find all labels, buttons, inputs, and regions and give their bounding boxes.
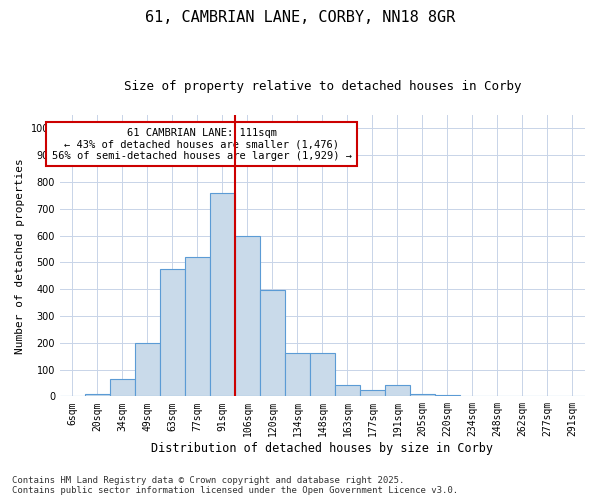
Text: Contains HM Land Registry data © Crown copyright and database right 2025.
Contai: Contains HM Land Registry data © Crown c…: [12, 476, 458, 495]
Bar: [235, 236, 260, 396]
Text: 61, CAMBRIAN LANE, CORBY, NN18 8GR: 61, CAMBRIAN LANE, CORBY, NN18 8GR: [145, 10, 455, 25]
Bar: [85, 394, 110, 396]
Bar: [260, 290, 285, 397]
Title: Size of property relative to detached houses in Corby: Size of property relative to detached ho…: [124, 80, 521, 93]
Bar: [110, 380, 135, 396]
Bar: [360, 390, 385, 396]
Bar: [160, 269, 185, 396]
Y-axis label: Number of detached properties: Number of detached properties: [15, 158, 25, 354]
Bar: [435, 395, 460, 396]
X-axis label: Distribution of detached houses by size in Corby: Distribution of detached houses by size …: [151, 442, 493, 455]
Bar: [385, 385, 410, 396]
Bar: [410, 394, 435, 396]
Bar: [135, 342, 160, 396]
Bar: [185, 257, 210, 396]
Bar: [210, 192, 235, 396]
Bar: [310, 354, 335, 397]
Bar: [285, 354, 310, 397]
Bar: [335, 385, 360, 396]
Text: 61 CAMBRIAN LANE: 111sqm
← 43% of detached houses are smaller (1,476)
56% of sem: 61 CAMBRIAN LANE: 111sqm ← 43% of detach…: [52, 128, 352, 161]
